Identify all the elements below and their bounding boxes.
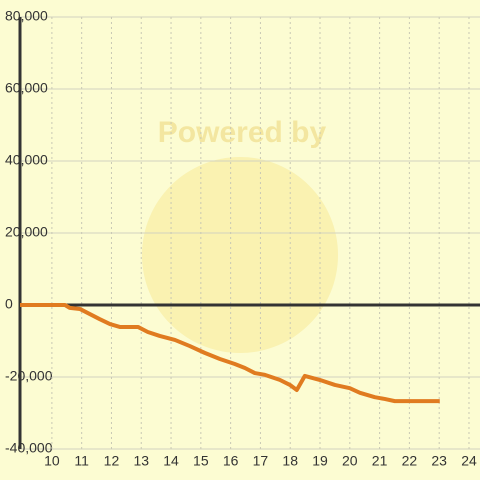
x-tick-label: 18 <box>282 453 298 469</box>
x-tick-label: 12 <box>104 453 120 469</box>
x-tick-label: 22 <box>402 453 418 469</box>
watermark: Powered by <box>158 116 327 149</box>
y-tick-label: -20,000 <box>5 368 53 384</box>
x-tick-label: 21 <box>372 453 388 469</box>
x-tick-label: 10 <box>44 453 60 469</box>
x-tick-label: 19 <box>312 453 328 469</box>
y-tick-label: 60,000 <box>5 80 48 96</box>
x-tick-label: 24 <box>461 453 477 469</box>
y-tick-label: 80,000 <box>5 8 48 24</box>
x-tick-label: 16 <box>223 453 239 469</box>
x-tick-label: 23 <box>431 453 447 469</box>
x-tick-label: 15 <box>193 453 209 469</box>
y-tick-label: 20,000 <box>5 224 48 240</box>
x-tick-label: 11 <box>74 453 89 469</box>
y-tick-label: 0 <box>5 296 13 312</box>
x-tick-label: 17 <box>253 453 269 469</box>
x-tick-label: 20 <box>342 453 358 469</box>
y-tick-label: 40,000 <box>5 152 48 168</box>
data-line <box>20 303 440 404</box>
y-tick-label: -40,000 <box>5 440 53 456</box>
x-tick-label: 13 <box>133 453 149 469</box>
x-tick-label: 14 <box>163 453 179 469</box>
